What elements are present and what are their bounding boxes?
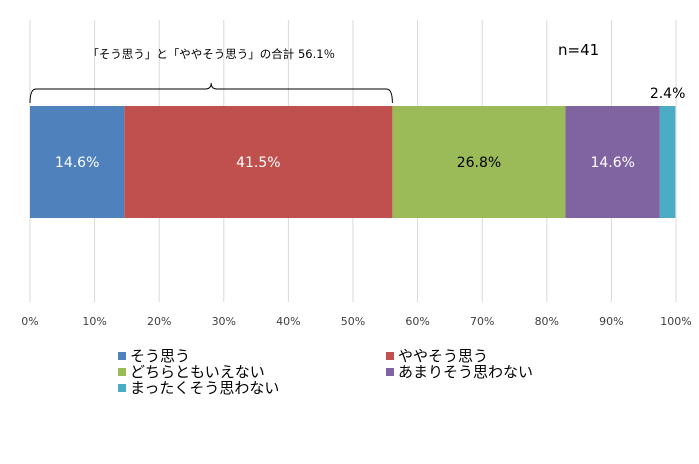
x-tick-label: 20% bbox=[147, 315, 171, 328]
bar-segment bbox=[30, 106, 125, 218]
sample-size-label: n=41 bbox=[558, 41, 599, 59]
x-tick-label: 40% bbox=[276, 315, 300, 328]
legend-item: ややそう思う bbox=[386, 347, 488, 365]
x-tick-label: 0% bbox=[21, 315, 38, 328]
bar-segment bbox=[659, 106, 676, 218]
x-tick-label: 30% bbox=[212, 315, 236, 328]
bar-segment bbox=[392, 106, 566, 218]
legend-item: まったくそう思わない bbox=[118, 379, 279, 397]
legend-swatch bbox=[386, 351, 394, 360]
legend-swatch bbox=[118, 351, 126, 360]
legend-swatch bbox=[386, 367, 394, 376]
data-label: 2.4% bbox=[650, 86, 686, 102]
legend-label: あまりそう思わない bbox=[398, 363, 534, 381]
data-label: 14.6% bbox=[55, 155, 99, 171]
x-axis-ticks: 0% 10% 20% 30% 40% 50% 60% 70% 80% 90% 100% bbox=[21, 315, 691, 328]
legend-label: そう思う bbox=[130, 347, 191, 365]
legend-item: どちらともいえない bbox=[118, 363, 265, 381]
x-tick-label: 10% bbox=[82, 315, 106, 328]
legend-swatch bbox=[118, 383, 126, 392]
data-label: 26.8% bbox=[457, 155, 501, 171]
bracket-annotation: 「そう思う」と「ややそう思う」の合計 56.1％ bbox=[87, 47, 335, 61]
legend-label: まったくそう思わない bbox=[130, 379, 280, 397]
x-tick-label: 70% bbox=[470, 315, 494, 328]
legend-label: どちらともいえない bbox=[130, 363, 265, 381]
bar-segment bbox=[124, 106, 393, 218]
x-tick-label: 60% bbox=[405, 315, 429, 328]
x-tick-label: 100% bbox=[660, 315, 691, 328]
bracket-line bbox=[29, 82, 393, 104]
legend-swatch bbox=[118, 367, 126, 376]
legend-label: ややそう思う bbox=[398, 347, 489, 365]
x-tick-label: 90% bbox=[599, 315, 623, 328]
legend-item: あまりそう思わない bbox=[386, 363, 533, 381]
x-tick-label: 50% bbox=[341, 315, 365, 328]
data-label: 14.6% bbox=[590, 155, 634, 171]
bar-segment bbox=[565, 106, 660, 218]
legend-item: そう思う bbox=[118, 347, 190, 365]
bar-segments: 14.6% 41.5% 26.8% 14.6% 2.4% bbox=[30, 86, 685, 218]
sum-bracket: 「そう思う」と「ややそう思う」の合計 56.1％ bbox=[29, 47, 393, 104]
data-label: 41.5% bbox=[236, 155, 280, 171]
x-tick-label: 80% bbox=[535, 315, 559, 328]
